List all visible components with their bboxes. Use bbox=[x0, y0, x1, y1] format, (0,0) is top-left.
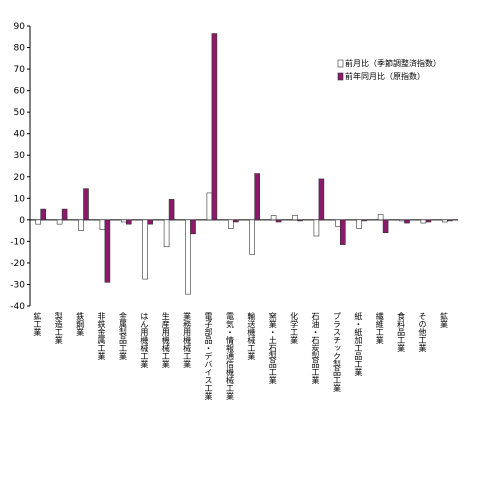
bar-yoy-19 bbox=[446, 219, 453, 222]
legend-swatch-0 bbox=[337, 59, 344, 68]
bar-yoy-12 bbox=[297, 219, 303, 222]
bar-mom-19 bbox=[441, 219, 448, 223]
bars bbox=[35, 33, 453, 295]
bar-mom-11 bbox=[270, 215, 277, 221]
x-category-label: 輸送機械工業 bbox=[247, 311, 256, 361]
y-tick-label: 80 bbox=[14, 44, 26, 54]
x-category-label: 紙・紙加工品工業 bbox=[354, 311, 363, 377]
bar-yoy-4 bbox=[126, 219, 132, 225]
x-category-label: 鉱工業 bbox=[33, 311, 42, 337]
bar-yoy-6 bbox=[168, 199, 175, 221]
y-tick-label: -10 bbox=[10, 237, 25, 247]
bar-yoy-3 bbox=[104, 219, 111, 283]
bar-yoy-16 bbox=[382, 219, 389, 234]
y-tick-label: 40 bbox=[14, 130, 26, 140]
x-category-label: 金属製品工業 bbox=[118, 311, 127, 361]
bar-yoy-18 bbox=[425, 219, 432, 223]
x-axis-labels: 鉱工業 製造工業 鉄鋼業 非鉄金属工業 金属製品工業 はん用機械工業 生産用機械工業 業務用機… bbox=[33, 311, 449, 401]
bar-mom-13 bbox=[313, 219, 320, 237]
y-tick-label: 20 bbox=[14, 173, 26, 183]
legend-label-0: 前月比（季節調整済指数） bbox=[345, 58, 441, 68]
bar-mom-15 bbox=[356, 219, 363, 229]
x-category-label: 繊維工業 bbox=[375, 311, 384, 345]
x-category-label: 食料品工業 bbox=[397, 311, 406, 353]
bar-mom-7 bbox=[185, 219, 191, 295]
bar-yoy-14 bbox=[339, 219, 346, 245]
x-category-label: 非鉄金属工業 bbox=[97, 311, 106, 361]
x-category-label: 化学工業 bbox=[290, 311, 299, 345]
y-tick-label: 90 bbox=[14, 22, 26, 32]
x-category-label: 鉱業 bbox=[439, 311, 448, 329]
bar-mom-4 bbox=[121, 219, 127, 223]
legend-label-1: 前年同月比（原指数） bbox=[345, 71, 425, 81]
bar-yoy-10 bbox=[254, 173, 260, 221]
bar-mom-10 bbox=[249, 219, 255, 255]
bar-mom-18 bbox=[420, 219, 427, 224]
bar-yoy-13 bbox=[318, 178, 325, 221]
y-tick-label: -30 bbox=[10, 280, 25, 290]
bar-mom-9 bbox=[228, 219, 234, 229]
bar-yoy-0 bbox=[40, 208, 47, 221]
bar-mom-14 bbox=[334, 219, 341, 227]
x-category-label: 業務用機械工業 bbox=[183, 311, 192, 369]
y-tick-label: 70 bbox=[14, 65, 26, 75]
x-category-label: 電気・情報通信機械工業 bbox=[225, 312, 234, 401]
x-category-label: その他工業 bbox=[418, 312, 427, 353]
bar-yoy-15 bbox=[361, 219, 368, 222]
y-tick-label: 0 bbox=[19, 216, 25, 226]
y-tick-label: 60 bbox=[14, 87, 26, 97]
y-tick-label: 30 bbox=[14, 151, 26, 161]
bar-yoy-17 bbox=[404, 219, 410, 224]
x-category-label: プラスチック製品工業 bbox=[332, 312, 341, 393]
bar-mom-0 bbox=[35, 219, 42, 225]
x-category-label: 石油・石炭製品工業 bbox=[311, 312, 320, 385]
bar-yoy-5 bbox=[147, 219, 153, 225]
bar-mom-3 bbox=[99, 219, 106, 230]
bar-mom-1 bbox=[56, 219, 63, 225]
y-tick-label: 50 bbox=[14, 108, 26, 118]
bar-yoy-8 bbox=[211, 33, 218, 221]
x-category-label: 製造工業 bbox=[54, 311, 63, 345]
x-category-label: 電子部品・デバイス工業 bbox=[204, 312, 213, 401]
bar-mom-5 bbox=[142, 219, 148, 280]
bar-mom-16 bbox=[377, 214, 384, 221]
bar-mom-17 bbox=[399, 219, 405, 222]
bar-mom-8 bbox=[206, 192, 213, 221]
y-tick-label: -40 bbox=[10, 302, 25, 312]
bar-mom-2 bbox=[78, 219, 84, 231]
bar-yoy-7 bbox=[190, 219, 196, 235]
bar-mom-6 bbox=[163, 219, 170, 248]
bar-yoy-1 bbox=[61, 208, 68, 221]
legend: 前月比（季節調整済指数） 前年同月比（原指数） bbox=[337, 58, 441, 81]
y-tick-label: 10 bbox=[14, 194, 26, 204]
y-axis: 90 80 70 60 50 40 30 20 10 0 -10 -20 -30 -40 bbox=[10, 22, 458, 312]
bar-yoy-11 bbox=[275, 219, 282, 223]
bar-yoy-9 bbox=[233, 219, 239, 223]
bar-mom-12 bbox=[292, 215, 298, 221]
x-category-label: はん用機械工業 bbox=[140, 312, 149, 369]
bar-yoy-2 bbox=[83, 188, 89, 221]
y-tick-label: -20 bbox=[10, 259, 25, 269]
legend-swatch-1 bbox=[337, 72, 344, 81]
x-category-label: 鉄鋼業 bbox=[76, 311, 85, 337]
x-category-label: 窯業・土石製品工業 bbox=[268, 311, 277, 385]
x-category-label: 生産用機械工業 bbox=[161, 311, 170, 369]
